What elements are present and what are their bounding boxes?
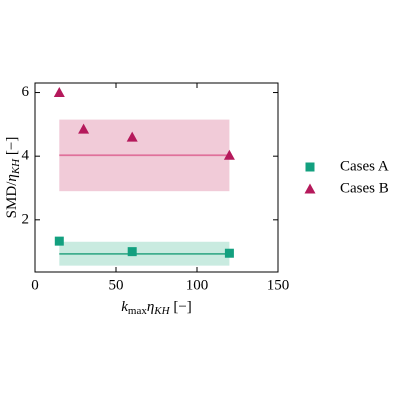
y-axis-label-part: KH <box>10 158 22 175</box>
x-axis-label-part: k <box>121 299 128 315</box>
marker <box>223 149 235 160</box>
x-axis-label-part: [−] <box>170 299 192 315</box>
x-tick-label: 50 <box>109 277 124 293</box>
x-tick-label: 0 <box>31 277 39 293</box>
y-tick-label: 6 <box>22 84 30 100</box>
y-axis-label-part: [−] <box>4 137 20 159</box>
x-tick-label: 150 <box>267 277 290 293</box>
x-axis-label: kmaxηKH [−] <box>121 299 192 316</box>
x-axis-label-part: KH <box>153 305 170 317</box>
y-tick-label: 2 <box>22 211 30 227</box>
y-tick-label: 4 <box>22 148 30 164</box>
legend-marker <box>305 162 315 172</box>
marker <box>78 123 90 134</box>
legend-label: Cases B <box>340 180 389 196</box>
x-axis-label-part: max <box>128 305 147 317</box>
legend-label: Cases A <box>340 158 389 174</box>
marker <box>126 131 138 142</box>
marker <box>54 236 64 246</box>
marker <box>53 87 65 98</box>
marker <box>224 248 234 258</box>
axes-frame <box>34 82 279 273</box>
y-axis-label-part: SMD/ <box>4 181 20 219</box>
x-tick-label: 100 <box>186 277 209 293</box>
y-axis-label: SMD/ηKH [−] <box>4 137 21 219</box>
x-axis-label-part: η <box>147 299 154 315</box>
y-axis-label-part: η <box>4 174 20 181</box>
marker <box>127 247 137 257</box>
legend-marker <box>304 183 316 194</box>
